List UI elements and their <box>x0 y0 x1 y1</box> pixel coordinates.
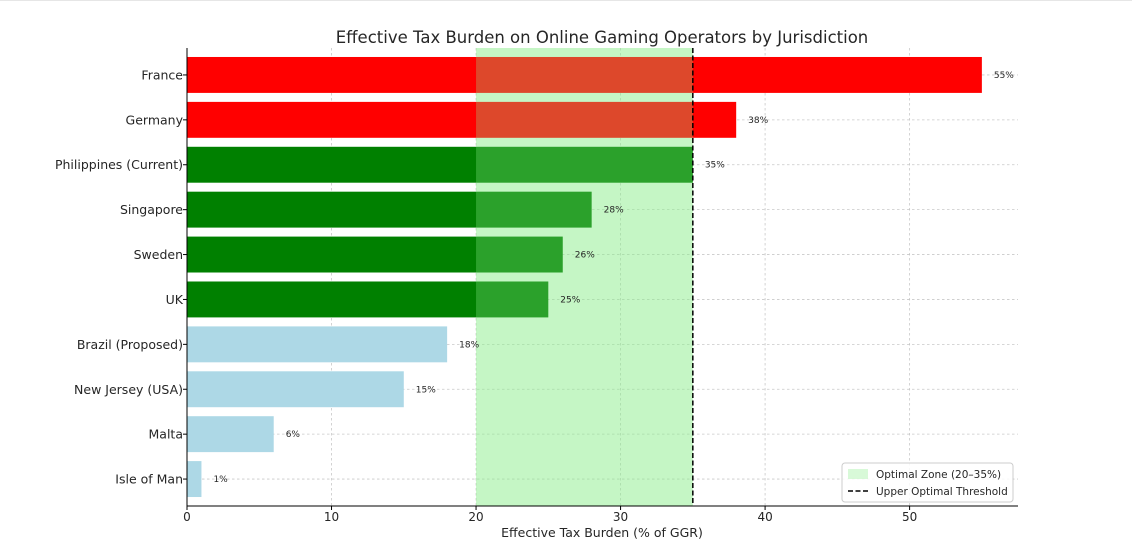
bar-value-label: 55% <box>994 71 1014 81</box>
bar-value-label: 38% <box>748 116 768 126</box>
top-divider <box>0 0 1132 1</box>
bar-value-label: 28% <box>604 206 624 216</box>
bar-value-label: 35% <box>705 161 725 171</box>
x-tick-label: 20 <box>468 510 483 524</box>
y-category-label: Malta <box>149 427 183 442</box>
bar-germany <box>187 101 737 138</box>
x-tick-label: 50 <box>902 510 917 524</box>
legend-zone-label: Optimal Zone (20–35%) <box>876 469 1001 481</box>
y-category-label: Isle of Man <box>115 472 183 487</box>
legend-threshold-label: Upper Optimal Threshold <box>876 486 1008 498</box>
x-tick-label: 40 <box>757 510 772 524</box>
bar-brazil-proposed <box>187 326 448 363</box>
optimal-zone-overlay <box>476 48 693 506</box>
x-tick-label: 30 <box>613 510 628 524</box>
x-tick-label: 0 <box>183 510 191 524</box>
y-category-label: Brazil (Proposed) <box>77 337 183 352</box>
bar-value-label: 26% <box>575 251 595 261</box>
y-category-label: New Jersey (USA) <box>74 382 183 397</box>
chart-title: Effective Tax Burden on Online Gaming Op… <box>336 28 869 47</box>
y-category-label: France <box>141 67 183 82</box>
legend-frame <box>841 462 1014 503</box>
bar-malta <box>187 416 274 453</box>
bar-singapore <box>187 191 592 228</box>
bar-sweden <box>187 236 563 273</box>
bar-philippines-current <box>187 146 693 183</box>
bars-layer <box>187 56 982 498</box>
bar-value-label: 6% <box>286 430 301 440</box>
legend: Optimal Zone (20–35%) Upper Optimal Thre… <box>841 462 1014 503</box>
y-category-label: Sweden <box>134 247 183 262</box>
bar-france <box>187 56 982 93</box>
bar-uk <box>187 281 549 318</box>
y-category-label: UK <box>166 292 184 307</box>
bar-value-label: 1% <box>213 475 228 485</box>
bar-new-jersey-usa <box>187 371 404 408</box>
bar-isle-of-man <box>187 461 202 498</box>
bar-value-label: 15% <box>416 385 436 395</box>
labels-layer: 0 10 20 30 40 50 France 55% Germany 38% Philippine… <box>55 67 1014 524</box>
y-category-label: Philippines (Current) <box>55 157 183 172</box>
axes-layer <box>183 48 1018 510</box>
bar-value-label: 25% <box>560 295 580 305</box>
y-category-label: Germany <box>126 112 184 127</box>
bar-value-label: 18% <box>459 340 479 350</box>
x-axis-title: Effective Tax Burden (% of GGR) <box>501 525 703 540</box>
y-category-label: Singapore <box>120 202 183 217</box>
legend-zone-swatch <box>848 469 868 479</box>
overlay-layer <box>476 48 694 506</box>
x-tick-label: 10 <box>324 510 339 524</box>
